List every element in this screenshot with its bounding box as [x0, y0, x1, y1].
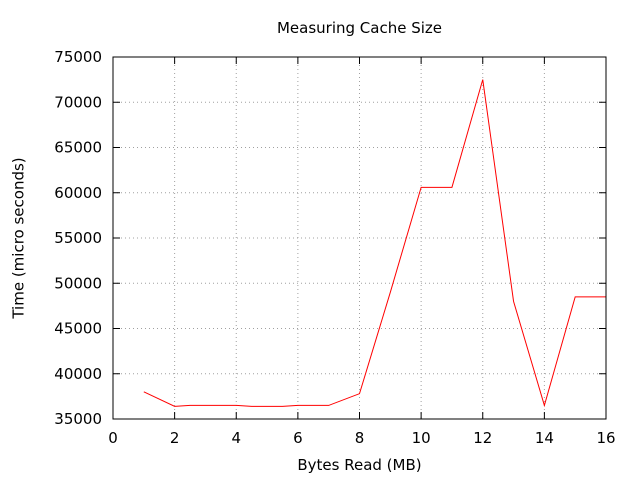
- x-tick-label: 2: [170, 429, 180, 447]
- chart-title: Measuring Cache Size: [277, 19, 442, 37]
- y-tick-label: 35000: [54, 410, 102, 428]
- y-tick-label: 65000: [54, 139, 102, 157]
- x-tick-label: 6: [293, 429, 303, 447]
- y-tick-label: 60000: [54, 184, 102, 202]
- y-tick-label: 50000: [54, 274, 102, 292]
- x-tick-label: 4: [231, 429, 241, 447]
- ticks: [112, 56, 607, 420]
- series-layer: [143, 79, 606, 408]
- y-axis-label: Time (micro seconds): [10, 157, 28, 319]
- y-tick-label: 45000: [54, 320, 102, 338]
- series-line: [143, 79, 606, 408]
- y-tick-label: 55000: [54, 229, 102, 247]
- y-tick-label: 75000: [54, 48, 102, 66]
- grid: [113, 57, 606, 419]
- x-tick-label: 10: [412, 429, 431, 447]
- x-axis-label: Bytes Read (MB): [297, 456, 421, 474]
- tick-labels: 35000 40000 45000 50000 55000 60000 65000 70000…: [54, 48, 615, 447]
- x-tick-label: 14: [535, 429, 554, 447]
- x-tick-label: 8: [355, 429, 365, 447]
- y-tick-label: 70000: [54, 93, 102, 111]
- y-tick-label: 40000: [54, 365, 102, 383]
- x-tick-label: 12: [473, 429, 492, 447]
- x-tick-label: 0: [108, 429, 118, 447]
- x-tick-label: 16: [596, 429, 615, 447]
